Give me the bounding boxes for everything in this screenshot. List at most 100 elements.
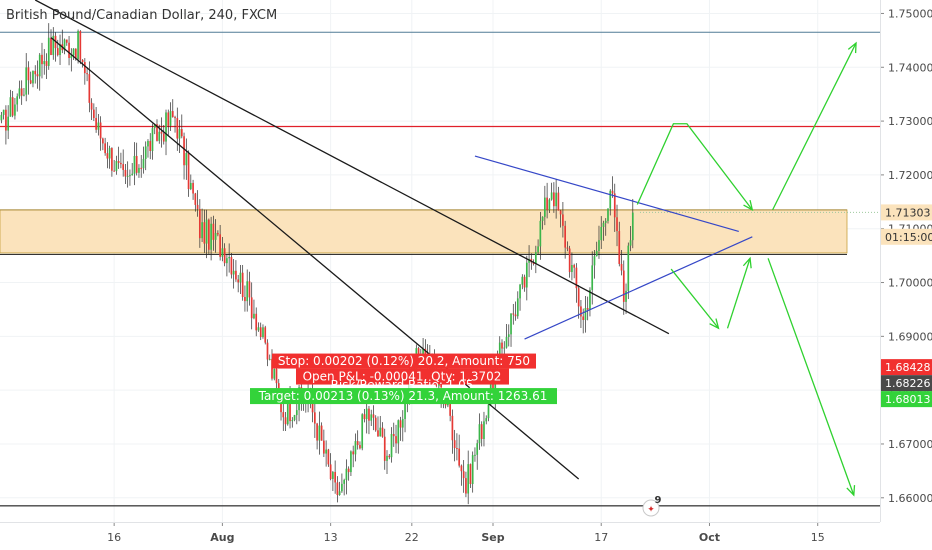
candle-body — [237, 279, 240, 283]
candle-body — [83, 62, 86, 74]
price-axis-border — [880, 0, 881, 522]
price-tick-label: 1.74000 — [888, 61, 932, 74]
candle-body — [201, 222, 203, 239]
trend-lines — [34, 0, 670, 480]
projection-up-arrow-head — [743, 199, 754, 212]
candle-body — [316, 423, 318, 441]
candle-body — [95, 117, 97, 130]
candle-body — [176, 118, 179, 139]
candle-body — [528, 258, 530, 263]
candle-body — [253, 313, 255, 319]
candle-body — [487, 404, 490, 419]
candle-body — [120, 162, 122, 165]
pnl-box — [296, 368, 509, 385]
candle-body — [9, 97, 12, 117]
candle-body — [81, 59, 84, 63]
candle-body — [144, 146, 147, 159]
candle-body — [178, 129, 181, 139]
candle-body — [336, 482, 339, 496]
candle-body — [514, 314, 517, 317]
supply-demand-zone[interactable] — [0, 209, 848, 254]
candle-body — [250, 297, 253, 319]
candle-body — [350, 451, 352, 473]
candle-body — [212, 223, 215, 240]
event-count: 9 — [655, 495, 662, 506]
candle-body — [34, 70, 37, 75]
candle-body — [582, 316, 585, 321]
candle-body — [165, 112, 167, 142]
candle-body — [16, 96, 19, 105]
candle-body — [97, 122, 100, 130]
price-axis[interactable]: 1.750001.740001.730001.720001.710001.700… — [880, 7, 932, 505]
candle-body — [239, 272, 242, 283]
candle-body — [187, 153, 190, 190]
wedge-lower-line — [524, 236, 753, 340]
candle-body — [365, 408, 368, 420]
candle-body — [586, 308, 589, 310]
candle-body — [192, 182, 194, 194]
candle-body — [41, 54, 43, 65]
candle-body — [483, 421, 485, 439]
candle-body — [607, 208, 609, 221]
candle-body — [516, 298, 519, 317]
candle-body — [18, 88, 21, 97]
candle-body — [241, 272, 244, 298]
candle-body — [465, 478, 467, 494]
canada-flag-icon — [642, 499, 660, 517]
candle-body — [568, 248, 571, 273]
time-axis[interactable]: 16 Aug 13 22 Sep 17 Oct 15 — [107, 522, 825, 544]
candle-body — [541, 216, 544, 221]
wedge-lines — [474, 155, 753, 340]
candle-body — [532, 262, 535, 264]
candle-body — [203, 222, 206, 244]
candle-body — [246, 281, 249, 302]
candle-body — [544, 197, 546, 217]
candle-body — [361, 414, 364, 449]
candle-body — [589, 289, 591, 310]
candle-body — [271, 358, 273, 379]
candle-body — [29, 80, 32, 84]
candle-body — [604, 220, 607, 223]
stop-box — [272, 353, 536, 369]
economic-event-marker[interactable]: ✦ 9 — [642, 495, 662, 517]
candle-body — [334, 471, 336, 483]
candle-body — [562, 214, 564, 226]
candle-body — [539, 220, 542, 247]
candle-body — [180, 129, 183, 137]
candle-body — [72, 48, 75, 56]
candle-body — [480, 424, 483, 439]
candle-body — [210, 223, 212, 250]
candle-body — [602, 222, 605, 227]
time-tick-label: Oct — [699, 531, 720, 544]
candle-body — [523, 276, 526, 288]
candle-body — [235, 270, 237, 280]
price-tick-label: 1.69000 — [888, 330, 932, 343]
candle-body — [20, 88, 23, 96]
position-tool[interactable]: Stop: 0.00202 (0.12%) 20.2, Amount: 750 … — [250, 353, 557, 405]
candle-body — [162, 133, 165, 142]
candle-body — [363, 414, 366, 420]
candle-body — [469, 464, 472, 485]
candle-body — [571, 265, 573, 273]
candle-body — [534, 252, 537, 264]
candle-body — [422, 348, 424, 358]
price-label-text: 1.71303 — [885, 206, 931, 219]
projection-up-arrow — [636, 123, 753, 211]
candle-body — [7, 116, 10, 131]
candle-body — [573, 265, 576, 268]
price-axis-labels: 1.71303 01:15:00 1.68428 1.68226 1.68013 — [881, 204, 932, 408]
candle-body — [115, 161, 118, 172]
candle-body — [503, 347, 506, 349]
candle-body — [501, 342, 503, 349]
candle-body — [291, 420, 294, 422]
candle-body — [609, 190, 612, 209]
candle-body — [151, 128, 154, 151]
candle-body — [23, 94, 25, 96]
candle-body — [611, 190, 614, 194]
candle-body — [550, 192, 553, 200]
candle-body — [56, 48, 59, 56]
candle-body — [88, 74, 91, 103]
candle-body — [52, 35, 55, 55]
candle-body — [390, 434, 393, 458]
